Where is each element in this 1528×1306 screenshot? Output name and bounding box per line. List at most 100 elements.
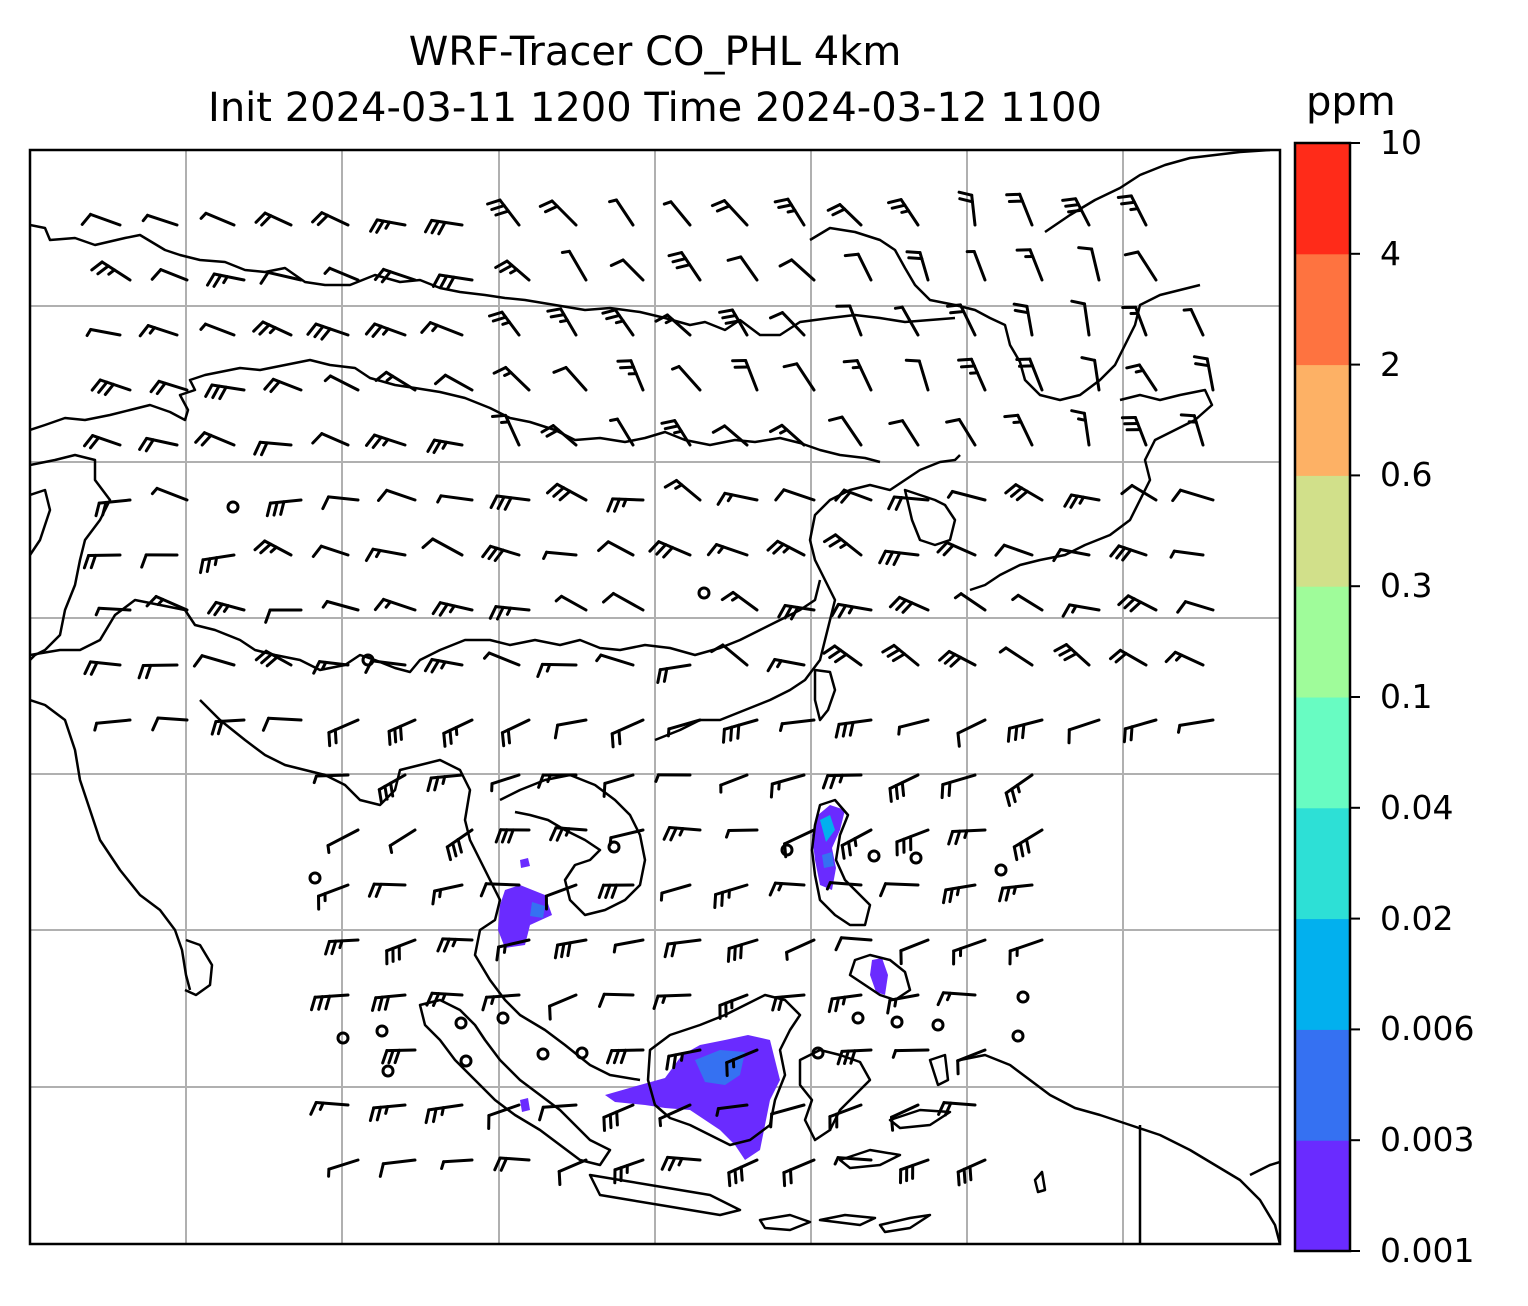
wind-barb-shaft	[439, 494, 474, 502]
wind-barb-shaft	[214, 600, 246, 612]
wind-barb-flag	[722, 727, 726, 744]
coastlines	[30, 150, 1280, 1244]
wind-barb-flag	[490, 204, 506, 211]
wind-barb-flag	[311, 544, 323, 558]
colorbar-segment	[1295, 918, 1350, 1030]
wind-barb-flag	[671, 257, 688, 264]
wind-barb-flag	[151, 716, 160, 732]
wind-barb-shaft	[567, 249, 588, 282]
wind-barb-flag	[826, 203, 842, 212]
colorbar-tick-label: 0.02	[1380, 898, 1454, 938]
wind-barb-flag	[1078, 495, 1085, 505]
wind-barb-shaft	[613, 938, 645, 947]
wind-barb-flag	[1176, 600, 1187, 614]
calm-circle	[381, 1064, 395, 1078]
wind-barb-flag	[849, 1049, 857, 1065]
wind-barbs	[80, 190, 1215, 1188]
calm-circle	[1011, 1029, 1025, 1043]
wind-barb-shaft	[487, 651, 521, 667]
wind-barb-flag	[615, 1110, 619, 1127]
wind-barb-shaft	[327, 938, 360, 943]
colorbar-tick-label: 4	[1380, 233, 1401, 273]
wind-barb-flag	[222, 604, 230, 613]
wind-barb-flag	[483, 651, 491, 660]
wind-barb-shaft	[430, 658, 464, 667]
wind-barb-shaft	[97, 498, 132, 505]
wind-barb-flag	[456, 838, 463, 854]
calm-circle	[890, 1015, 904, 1029]
wind-barb-flag	[675, 263, 692, 270]
wind-barb-flag	[546, 482, 559, 495]
wind-barb-shaft	[1083, 302, 1091, 337]
wind-barb-shaft	[833, 644, 863, 667]
wind-barb-shaft	[551, 424, 578, 447]
wind-barb-shaft	[611, 592, 645, 612]
wind-barb-shaft	[441, 937, 474, 942]
wind-barb-shaft	[892, 495, 930, 502]
wind-barb-shaft	[1184, 600, 1215, 612]
wind-barb-flag	[545, 663, 552, 673]
wind-barb-flag	[1005, 192, 1022, 197]
map-title-line-2: Init 2024-03-11 1200 Time 2024-03-12 110…	[208, 85, 1102, 131]
calm-circle	[811, 1046, 825, 1060]
wind-barb-flag	[1004, 483, 1018, 495]
wind-barb-flag	[423, 658, 434, 673]
wind-barb-flag	[731, 594, 740, 602]
wind-barb-flag	[779, 722, 784, 732]
wind-barb-flag	[953, 592, 963, 600]
calm-circle	[909, 851, 923, 865]
wind-barb-shaft	[1004, 646, 1034, 667]
wind-barb-flag	[957, 357, 973, 362]
wind-barb-flag	[149, 379, 161, 394]
wind-barb-flag	[316, 213, 330, 227]
wind-barb-flag	[601, 308, 617, 315]
wind-barb-flag	[609, 417, 619, 422]
wind-barb-flag	[946, 303, 962, 308]
wind-barb-flag	[739, 943, 743, 960]
tracer-concentration-fill	[498, 805, 888, 1160]
wind-barb-flag	[491, 315, 508, 323]
wind-barb-shaft	[667, 1048, 702, 1058]
wind-barb-flag	[265, 501, 272, 518]
wind-barb-flag	[365, 433, 376, 447]
wind-barb-flag	[1120, 200, 1136, 206]
colorbar-segment	[1295, 586, 1350, 698]
wind-barb-flag	[672, 1053, 678, 1070]
wind-barb-shaft	[326, 828, 360, 848]
wind-barb-shaft	[828, 881, 863, 887]
wind-barb-flag	[878, 549, 887, 565]
wind-barb-shaft	[1126, 594, 1158, 612]
wind-barb-flag	[554, 594, 563, 603]
wind-barb-flag	[771, 996, 778, 1012]
wind-barb-flag	[904, 358, 921, 363]
wind-barb-flag	[323, 374, 332, 383]
wind-barb-flag	[545, 428, 560, 438]
wind-barb-shaft	[443, 373, 474, 392]
wind-barb-flag	[155, 381, 167, 396]
wind-barb-shaft	[556, 718, 588, 727]
wind-barb-shaft	[958, 303, 977, 337]
wind-barb-shaft	[1002, 543, 1034, 557]
wind-barb-shaft	[371, 547, 407, 557]
wind-barb-flag	[451, 937, 458, 948]
wind-barb-flag	[943, 653, 957, 665]
wind-barb-flag	[492, 366, 508, 375]
wind-barb-flag	[387, 729, 392, 746]
wind-barb-shaft	[429, 773, 464, 780]
wind-barb-flag	[389, 781, 395, 798]
colorbar-segment	[1295, 364, 1350, 476]
wind-barb-shaft	[782, 1158, 816, 1175]
wind-barb-flag	[1070, 299, 1086, 306]
wind-barb-shaft	[899, 1158, 930, 1172]
wind-barb-shaft	[716, 1103, 749, 1111]
wind-barb-flag	[614, 319, 625, 325]
wind-barb-flag	[894, 496, 904, 511]
wind-barb-flag	[840, 843, 846, 860]
wind-barb-flag	[371, 996, 378, 1012]
wind-barb-shaft	[722, 199, 749, 227]
wind-barb-shaft	[201, 553, 236, 562]
wind-barb-shaft	[837, 718, 873, 726]
wind-barb-flag	[766, 539, 780, 552]
wind-barb-flag	[269, 545, 278, 554]
wind-barb-flag	[945, 418, 961, 424]
